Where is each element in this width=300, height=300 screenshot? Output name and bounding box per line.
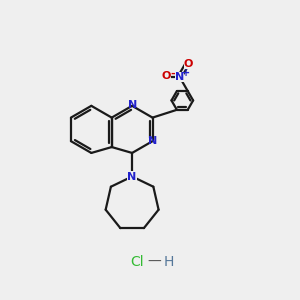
Text: Cl: Cl xyxy=(130,255,144,269)
Text: -: - xyxy=(171,69,176,79)
Text: N: N xyxy=(148,136,158,146)
Text: O: O xyxy=(184,59,193,69)
Text: N: N xyxy=(128,100,137,110)
Text: N: N xyxy=(128,172,137,182)
Text: +: + xyxy=(182,68,190,79)
Text: H: H xyxy=(164,255,174,269)
Text: O: O xyxy=(162,70,171,80)
Text: —: — xyxy=(148,255,161,269)
Text: N: N xyxy=(175,72,184,82)
